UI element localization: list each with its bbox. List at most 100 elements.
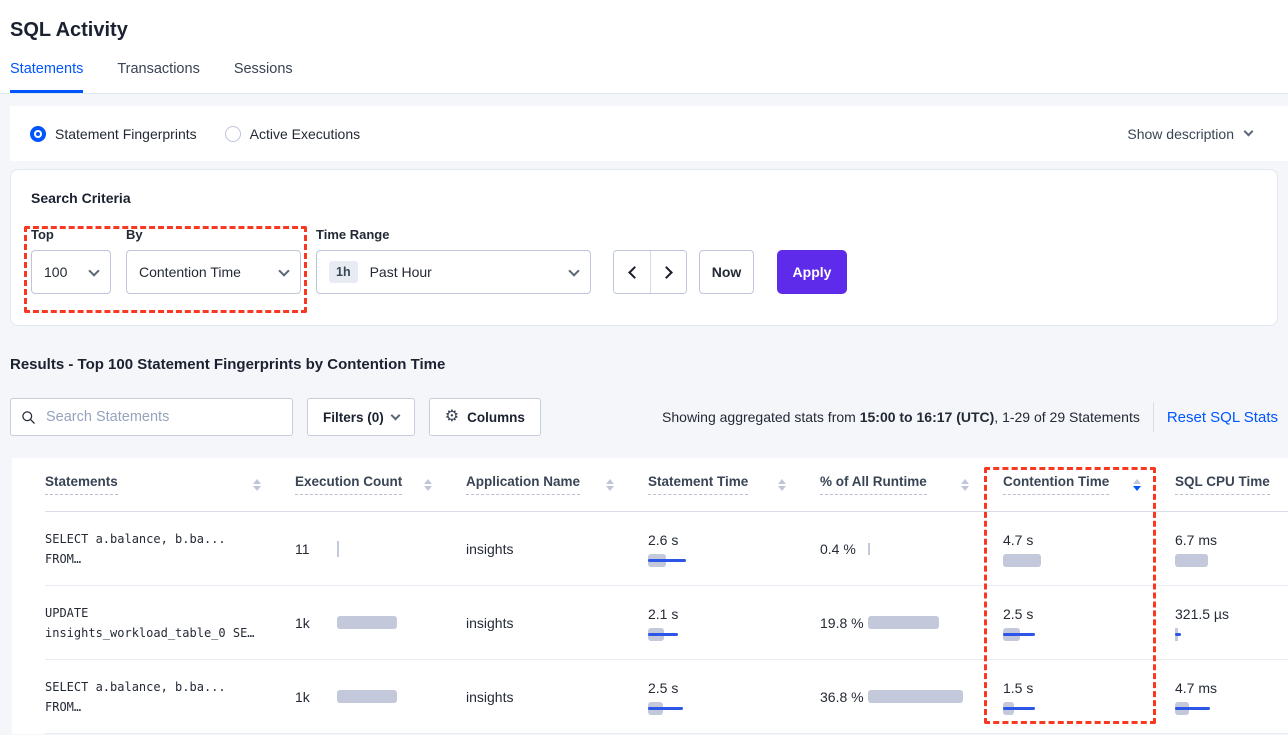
cell-value: 19.8 %: [820, 614, 864, 631]
statement-time-cell: 2.5 s: [648, 659, 820, 734]
cell-value: 4.7 s: [1003, 531, 1034, 548]
results-toolbar: Filters (0) ⚙ Columns Showing aggregated…: [10, 398, 1278, 436]
sort-icon[interactable]: [778, 478, 786, 491]
chevron-down-icon: [390, 410, 401, 420]
bar-stddev-line: [1003, 632, 1035, 636]
statements-table-card: Statements Execution Count Application Nam…: [12, 458, 1288, 734]
top-label: Top: [31, 227, 54, 242]
cell-value: 1k: [295, 688, 310, 705]
time-range-select[interactable]: 1h Past Hour: [316, 250, 591, 294]
cell-value: 2.6 s: [648, 531, 679, 548]
statement-fingerprint-line: FROM…: [45, 699, 82, 714]
runtime-percent-cell: 0.4 %: [820, 511, 1003, 586]
bar-mean: [868, 690, 963, 703]
column-label: Contention Time: [1003, 474, 1110, 495]
time-prev-button[interactable]: [614, 251, 650, 293]
apply-button[interactable]: Apply: [777, 250, 847, 294]
execution-count-cell: 1k: [295, 659, 466, 734]
search-statements-input[interactable]: [44, 408, 282, 426]
search-icon: [22, 410, 35, 424]
results-heading: Results - Top 100 Statement Fingerprints…: [10, 356, 446, 373]
time-next-button[interactable]: [650, 251, 686, 293]
bar-chart: [1003, 627, 1159, 641]
contention-time-cell: 2.5 s: [1003, 585, 1175, 660]
radio-dot: [34, 129, 42, 138]
column-header-contention-time[interactable]: Contention Time: [1003, 458, 1175, 512]
sort-icon[interactable]: [1133, 478, 1141, 491]
column-header-application-name[interactable]: Application Name: [466, 458, 648, 512]
statement-time-cell: 2.1 s: [648, 585, 820, 660]
column-label: Execution Count: [295, 474, 403, 495]
statement-search-box: [10, 398, 293, 436]
cell-value: 36.8 %: [820, 688, 864, 705]
by-select-value: Contention Time: [139, 264, 241, 280]
table-header-row: Statements Execution Count Application Nam…: [45, 458, 1288, 512]
header-inner: Statements: [45, 474, 295, 495]
sort-up-triangle: [424, 478, 432, 484]
filters-button-label: Filters (0): [323, 409, 384, 425]
cell-value: 11: [295, 540, 310, 557]
column-label: Application Name: [466, 474, 581, 495]
showing-stats-text: Showing aggregated stats from 15:00 to 1…: [662, 409, 1140, 425]
bar-chart: [1175, 627, 1288, 641]
column-header-statements[interactable]: Statements: [45, 458, 295, 512]
by-select[interactable]: Contention Time: [126, 250, 301, 294]
sort-icon[interactable]: [424, 478, 432, 491]
tab-sessions[interactable]: Sessions: [233, 61, 293, 77]
sql-cpu-time-cell: 4.7 ms: [1175, 659, 1288, 734]
bar-stddev-line: [1003, 706, 1035, 710]
sort-icon[interactable]: [253, 478, 261, 491]
radio-selected-icon: [30, 125, 46, 142]
sort-icon[interactable]: [961, 478, 969, 491]
sort-icon[interactable]: [606, 478, 614, 491]
cell-value: 0.4 %: [820, 540, 856, 557]
showing-suffix: , 1-29 of 29 Statements: [994, 409, 1140, 425]
show-description-label: Show description: [1127, 125, 1234, 142]
statement-fingerprint-line: SELECT a.balance, b.ba...: [45, 679, 226, 694]
tab-transactions[interactable]: Transactions: [117, 61, 200, 77]
bar-stddev-line: [1175, 632, 1181, 636]
sort-down-triangle: [778, 485, 786, 491]
showing-time-range: 15:00 to 16:17 (UTC): [859, 409, 995, 425]
column-header-execution-count[interactable]: Execution Count: [295, 458, 466, 512]
bar-mean: [1003, 553, 1041, 567]
radio-active-executions[interactable]: Active Executions: [224, 125, 360, 142]
statement-cell[interactable]: SELECT a.balance, b.ba... FROM…: [45, 511, 295, 586]
reset-sql-stats-link[interactable]: Reset SQL Stats: [1166, 408, 1278, 426]
header-inner: Execution Count: [295, 474, 466, 495]
tab-bar: Statements Transactions Sessions: [10, 62, 1288, 93]
cell-value: 321.5 µs: [1175, 605, 1229, 622]
bar-tick: [337, 540, 339, 557]
column-header-sql-cpu-time[interactable]: SQL CPU Time: [1175, 458, 1288, 512]
radio-statement-fingerprints[interactable]: Statement Fingerprints: [30, 125, 197, 142]
time-range-badge: 1h: [329, 261, 358, 283]
statement-cell[interactable]: UPDATE insights_workload_table_0 SE…: [45, 585, 295, 660]
search-criteria-panel: Search Criteria Top 100 By Contention Ti…: [10, 169, 1278, 326]
columns-button[interactable]: ⚙ Columns: [428, 398, 541, 436]
runtime-percent-cell: 19.8 %: [820, 585, 1003, 660]
now-button[interactable]: Now: [699, 250, 754, 294]
sort-down-triangle: [606, 485, 614, 491]
column-header-statement-time[interactable]: Statement Time: [648, 458, 820, 512]
tab-statements[interactable]: Statements: [10, 62, 84, 93]
cell-value: 2.1 s: [648, 605, 679, 622]
cell-value: 1.5 s: [1003, 679, 1034, 696]
top-select[interactable]: 100: [31, 250, 111, 294]
statement-cell[interactable]: SELECT a.balance, b.ba... FROM…: [45, 659, 295, 734]
sql-cpu-time-cell: 321.5 µs: [1175, 585, 1288, 660]
top-group: Top 100: [31, 227, 111, 294]
filters-button[interactable]: Filters (0): [307, 398, 415, 436]
view-toggle-bar: Statement Fingerprints Active Executions…: [10, 106, 1288, 161]
by-group: By Contention Time: [126, 227, 301, 294]
show-description-toggle[interactable]: Show description: [1127, 125, 1254, 142]
column-header-of-all-runtime[interactable]: % of All Runtime: [820, 458, 1003, 512]
contention-time-cell: 4.7 s: [1003, 511, 1175, 586]
bar-stddev-line: [648, 706, 683, 710]
time-range-value: Past Hour: [369, 264, 432, 280]
chevron-left-icon: [627, 265, 641, 279]
bar-mean: [868, 616, 939, 629]
bar-stddev-line: [648, 632, 678, 636]
bar-chart: [1003, 553, 1159, 567]
statement-fingerprint-line: insights_workload_table_0 SE…: [45, 625, 255, 640]
